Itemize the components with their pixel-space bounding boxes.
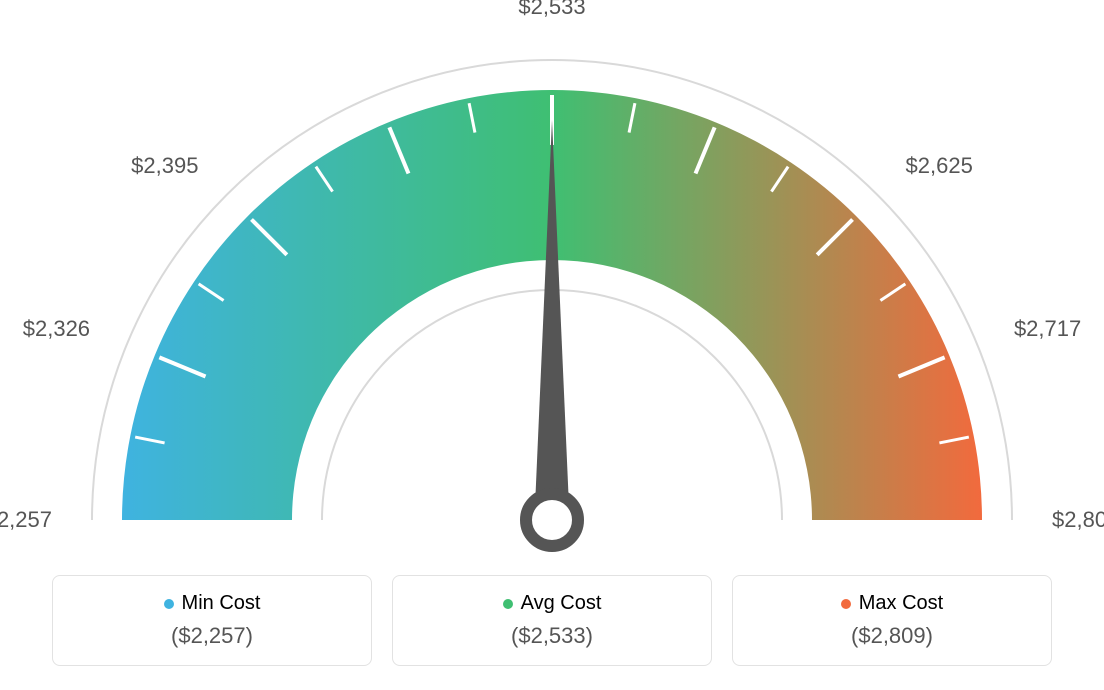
legend-avg-label: Avg Cost xyxy=(521,592,602,615)
gauge-tick-label: $2,257 xyxy=(0,507,52,533)
legend-avg: Avg Cost ($2,533) xyxy=(392,575,712,666)
gauge-tick-label: $2,326 xyxy=(23,316,90,342)
legend-avg-title: Avg Cost xyxy=(503,592,602,615)
legend-min: Min Cost ($2,257) xyxy=(52,575,372,666)
dot-icon xyxy=(503,599,513,609)
legend-min-label: Min Cost xyxy=(182,592,261,615)
legend-row: Min Cost ($2,257) Avg Cost ($2,533) Max … xyxy=(52,575,1052,666)
legend-max-title: Max Cost xyxy=(841,592,943,615)
legend-avg-value: ($2,533) xyxy=(405,623,699,649)
legend-min-value: ($2,257) xyxy=(65,623,359,649)
legend-max: Max Cost ($2,809) xyxy=(732,575,1052,666)
gauge-chart: $2,257$2,326$2,395$2,533$2,625$2,717$2,8… xyxy=(52,20,1052,560)
legend-max-label: Max Cost xyxy=(859,592,943,615)
dot-icon xyxy=(164,599,174,609)
legend-max-value: ($2,809) xyxy=(745,623,1039,649)
gauge-tick-label: $2,625 xyxy=(906,153,973,179)
gauge-tick-label: $2,395 xyxy=(131,153,198,179)
dot-icon xyxy=(841,599,851,609)
gauge-tick-label: $2,717 xyxy=(1014,316,1081,342)
gauge-tick-label: $2,533 xyxy=(518,0,585,20)
legend-min-title: Min Cost xyxy=(164,592,261,615)
gauge-svg xyxy=(52,20,1052,560)
gauge-tick-label: $2,809 xyxy=(1052,507,1104,533)
